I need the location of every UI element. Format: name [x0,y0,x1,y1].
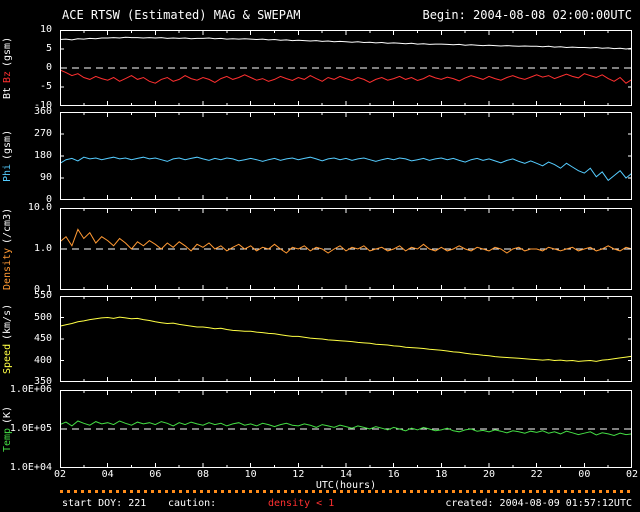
caution-value: density < 1 [268,498,335,509]
plot-frame-speed [59,295,633,383]
y-tick-label: 10 [39,24,52,35]
panel-density: Density (/cm3) 10.0 1.0 0.1 [0,202,640,295]
y-tick-label: 0 [45,62,52,73]
x-tick-label: 16 [387,469,400,480]
y-tick-label: 90 [39,172,52,183]
panel-speed: Speed (km/s) 550 500 450 400 350 [0,290,640,387]
plot-frame-phi [59,111,633,201]
plot-title: ACE RTSW (Estimated) MAG & SWEPAM [62,8,301,22]
panel-temp: Temp (K) 1.0E+06 1.0E+05 1.0E+04 [0,384,640,473]
y-tick-label: 10.0 [27,202,52,213]
x-tick-label: 08 [196,469,210,480]
y-tick-label: 270 [33,128,52,139]
x-tick-label: 10 [244,469,257,480]
start-doy-label: start DOY: 221 [62,498,147,509]
plot-area-speed [59,295,633,383]
x-tick-label: 18 [435,469,448,480]
caution-label: caution: [168,498,217,509]
caution-tick-marks [60,490,632,493]
series-temp [59,420,633,437]
x-tick-label: 02 [53,469,67,480]
y-tick-labels-density: 10.0 1.0 0.1 [0,202,56,295]
plot-frame-mag [59,29,633,107]
x-tick-label: 12 [292,469,305,480]
y-tick-label: -10 [33,100,52,111]
plot-frame-temp [59,389,633,469]
y-tick-label: 5 [45,43,52,54]
y-tick-labels-phi: 360 270 180 90 0 [0,106,56,205]
y-tick-label: 1.0E+05 [9,423,52,434]
plot-area-mag [59,29,633,107]
y-tick-labels-mag: 10 5 0 -5 -10 [0,24,56,111]
y-tick-label: 0 [45,194,52,205]
plot-frame-density [59,207,633,291]
x-tick-label: 14 [339,469,353,480]
y-tick-label: 400 [33,354,52,366]
x-tick-label: 22 [530,469,543,480]
series-bz [59,69,633,84]
plot-area-phi [59,111,633,201]
y-tick-label: 1.0 [33,243,52,254]
y-tick-label: 350 [33,376,52,387]
y-tick-label: -5 [39,81,52,92]
x-tick-label: 02 [625,469,639,480]
x-axis-label: UTC(hours) [315,480,377,491]
y-tick-label: 550 [33,290,52,301]
series-density [59,228,633,254]
x-axis: 02 04 06 08 10 12 14 16 18 20 22 00 02 [0,469,640,481]
series-bt [59,36,633,50]
x-tick-label: 04 [101,469,114,480]
begin-timestamp: Begin: 2004-08-08 02:00:00UTC [422,8,632,22]
x-tick-label: 00 [578,469,591,480]
y-tick-label: 360 [33,106,52,117]
created-timestamp: created: 2004-08-09 01:57:12UTC [445,498,632,509]
x-tick-label: 06 [149,469,162,480]
y-tick-label: 500 [33,311,52,323]
y-tick-label: 450 [33,333,52,344]
y-tick-labels-speed: 550 500 450 400 350 [0,290,56,387]
panel-mag: Bt Bz (gsm) 10 5 0 -5 -10 [0,24,640,111]
y-tick-label: 0.1 [33,284,52,295]
plot-area-temp [59,389,633,469]
x-tick-label: 20 [482,469,496,480]
panel-phi: Phi (gsm) 360 270 180 90 0 [0,106,640,205]
y-tick-label: 1.0E+04 [9,462,52,473]
plot-area-density [59,207,633,291]
series-phi [59,156,633,182]
y-tick-label: 180 [33,150,52,161]
y-tick-label: 1.0E+06 [9,384,52,395]
y-tick-labels-temp: 1.0E+06 1.0E+05 1.0E+04 [0,384,56,473]
series-speed [59,316,633,362]
